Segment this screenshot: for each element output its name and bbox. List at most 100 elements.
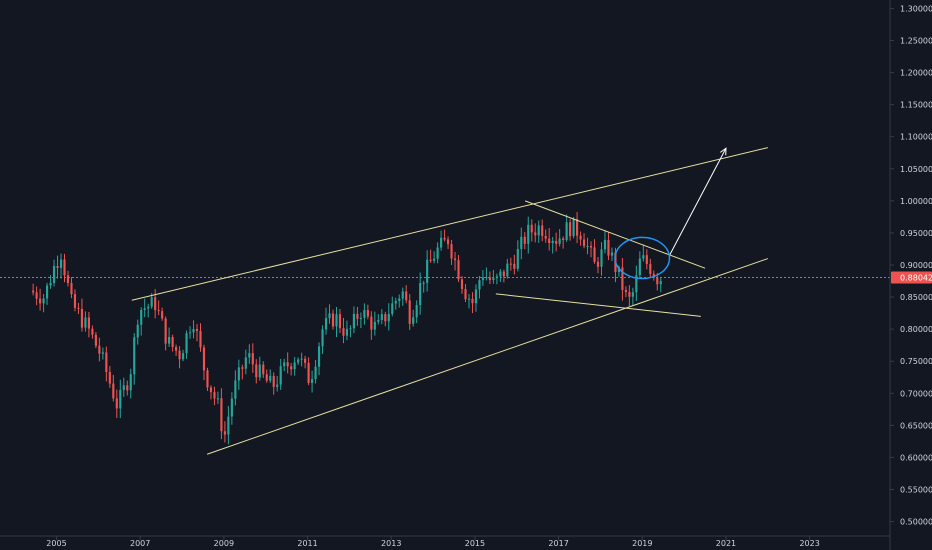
candle-body bbox=[272, 375, 275, 387]
candle-body bbox=[621, 267, 624, 290]
candle-body bbox=[551, 240, 554, 244]
candle-body bbox=[297, 359, 300, 363]
candle-body bbox=[269, 375, 272, 381]
candle-body bbox=[286, 362, 289, 367]
time-axis[interactable]: 2005 2007 2009 2011 2013 2015 2017 2019 2021 2023 bbox=[0, 535, 890, 548]
price-tick-label: 1.15000 bbox=[900, 101, 932, 110]
candle-body bbox=[502, 271, 505, 277]
candle-body bbox=[206, 370, 209, 388]
candle-body bbox=[230, 398, 233, 417]
candle-body bbox=[45, 285, 49, 299]
candle-body bbox=[492, 278, 495, 281]
candle-body bbox=[429, 259, 432, 261]
candle-body bbox=[548, 238, 551, 244]
candle-body bbox=[422, 282, 425, 284]
candle-body bbox=[419, 283, 422, 305]
candle-body bbox=[572, 219, 575, 237]
candle-body bbox=[80, 308, 84, 328]
candle-body bbox=[321, 329, 324, 347]
candle-body bbox=[112, 383, 115, 399]
candle-body bbox=[471, 298, 474, 304]
candle-body bbox=[398, 298, 401, 301]
candle-body bbox=[537, 225, 540, 236]
candle-body bbox=[408, 300, 411, 324]
candle-body bbox=[638, 258, 641, 276]
candle-body bbox=[66, 275, 70, 284]
candle-body bbox=[544, 235, 547, 239]
candle-body bbox=[527, 224, 530, 244]
wedge-bottom-line[interactable] bbox=[495, 293, 701, 317]
candle-body bbox=[279, 366, 282, 385]
candle-body bbox=[384, 314, 387, 322]
candle-body bbox=[460, 279, 464, 289]
candle-body bbox=[488, 277, 491, 281]
candle-body bbox=[631, 292, 634, 297]
candle-body bbox=[209, 387, 213, 393]
candle-body bbox=[108, 371, 111, 384]
candle-body bbox=[213, 392, 216, 399]
candle-body bbox=[181, 353, 185, 360]
candle-body bbox=[499, 271, 502, 277]
candle-body bbox=[586, 245, 589, 247]
time-tick-label: 2019 bbox=[632, 539, 652, 548]
price-tick-label: 0.80000 bbox=[900, 325, 932, 334]
candle-body bbox=[453, 258, 457, 261]
candle-body bbox=[373, 321, 376, 330]
candle-body bbox=[49, 282, 52, 286]
highlight-circle[interactable] bbox=[614, 236, 671, 280]
candle-body bbox=[150, 297, 153, 307]
candle-body bbox=[405, 291, 408, 301]
candle-body bbox=[520, 236, 523, 250]
candle-body bbox=[84, 317, 87, 328]
candle-body bbox=[569, 222, 572, 237]
candle-body bbox=[115, 398, 118, 409]
candle-body bbox=[506, 263, 509, 277]
price-tick-label: 1.25000 bbox=[900, 36, 932, 45]
upper-channel-line[interactable] bbox=[131, 147, 768, 301]
price-tick-label: 0.55000 bbox=[900, 486, 932, 495]
candles-layer bbox=[32, 212, 662, 445]
candle-body bbox=[216, 398, 220, 400]
candle-body bbox=[188, 332, 192, 334]
candle-body bbox=[52, 265, 56, 283]
candle-body bbox=[338, 314, 342, 329]
time-tick-label: 2011 bbox=[297, 539, 317, 548]
candle-body bbox=[265, 374, 268, 381]
candle-body bbox=[223, 431, 226, 435]
current-price-label: 0.88042 bbox=[900, 274, 932, 283]
candle-body bbox=[136, 324, 139, 338]
candle-body bbox=[387, 313, 390, 322]
price-tick-label: 0.65000 bbox=[900, 421, 932, 430]
candle-body bbox=[276, 384, 279, 387]
candle-body bbox=[412, 317, 415, 324]
time-tick-label: 2017 bbox=[548, 539, 568, 548]
candle-body bbox=[161, 311, 164, 319]
candle-body bbox=[366, 310, 369, 317]
candle-body bbox=[516, 249, 519, 269]
candle-body bbox=[478, 280, 481, 290]
candle-body bbox=[457, 260, 460, 280]
time-tick-label: 2013 bbox=[381, 539, 401, 548]
candle-body bbox=[530, 224, 533, 233]
candle-body bbox=[324, 318, 328, 330]
candle-body bbox=[234, 380, 237, 399]
candle-body bbox=[656, 277, 659, 285]
candle-body bbox=[244, 357, 247, 369]
candle-body bbox=[624, 289, 627, 293]
candle-body bbox=[258, 364, 261, 378]
price-tick-label: 1.05000 bbox=[900, 165, 932, 174]
candle-body bbox=[642, 255, 645, 259]
candle-body bbox=[579, 235, 582, 240]
lower-channel-line[interactable] bbox=[206, 258, 768, 455]
candle-body bbox=[98, 345, 101, 354]
candle-body bbox=[356, 313, 359, 319]
price-tick-label: 0.85000 bbox=[900, 293, 932, 302]
candle-body bbox=[558, 238, 561, 244]
candle-body bbox=[635, 275, 638, 293]
candle-body bbox=[596, 261, 600, 267]
wedge-top-line[interactable] bbox=[524, 200, 706, 269]
candle-body bbox=[593, 247, 596, 262]
projection-arrow-line[interactable] bbox=[669, 148, 727, 256]
candle-body bbox=[42, 298, 45, 304]
